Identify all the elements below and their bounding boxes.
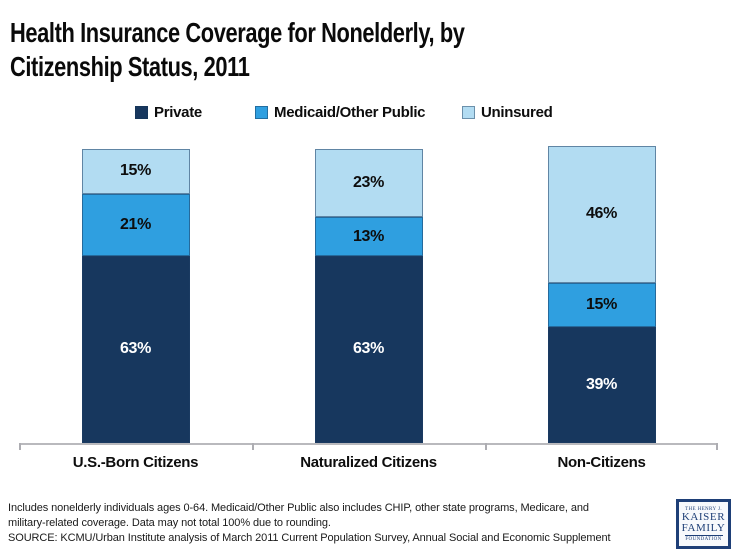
kff-logo-the-henry-j: THE HENRY J. bbox=[685, 506, 722, 512]
legend-label: Private bbox=[154, 103, 202, 121]
kaiser-family-foundation-logo: THE HENRY J. KAISER FAMILY FOUNDATION bbox=[676, 499, 731, 549]
segment-medicaid-other-public: 21% bbox=[81, 193, 190, 256]
legend-label: Uninsured bbox=[481, 103, 553, 121]
segment-value-label: 23% bbox=[352, 174, 385, 192]
category-label-non-citizens: Non-Citizens bbox=[557, 454, 646, 471]
x-axis-line bbox=[19, 443, 718, 445]
segment-medicaid-other-public: 15% bbox=[547, 282, 656, 328]
category-label-naturalized-citizens: Naturalized Citizens bbox=[300, 454, 437, 471]
kff-logo-family: FAMILY bbox=[681, 521, 726, 534]
segment-value-label: 39% bbox=[585, 376, 618, 394]
stacked-bar-non-citizens: 46% 15% 39% bbox=[547, 146, 656, 443]
category-label-u-s-born-citizens: U.S.-Born Citizens bbox=[72, 454, 199, 471]
segment-uninsured: 23% bbox=[314, 148, 423, 218]
footnote-line: military-related coverage. Data may not … bbox=[8, 517, 331, 529]
kff-logo-divider bbox=[684, 534, 723, 536]
segment-value-label: 13% bbox=[352, 227, 385, 245]
legend-swatch bbox=[135, 105, 148, 119]
segment-value-label: 21% bbox=[119, 215, 152, 233]
stacked-bar-naturalized-citizens: 23% 13% 63% bbox=[314, 148, 423, 443]
segment-medicaid-other-public: 13% bbox=[314, 217, 423, 256]
legend-swatch bbox=[255, 105, 268, 119]
segment-private: 63% bbox=[81, 255, 190, 443]
axis-tick bbox=[19, 443, 21, 450]
footnote-line: Includes nonelderly individuals ages 0-6… bbox=[8, 502, 589, 514]
segment-value-label: 15% bbox=[585, 295, 618, 313]
chart-title: Health Insurance Coverage for Nonelderly… bbox=[10, 16, 681, 84]
chart-title-line-2: Citizenship Status, 2011 bbox=[10, 51, 250, 82]
chart-title-line-1: Health Insurance Coverage for Nonelderly… bbox=[10, 17, 465, 48]
source-line: SOURCE: KCMU/Urban Institute analysis of… bbox=[8, 532, 611, 544]
legend: Private Medicaid/Other Public Uninsured bbox=[0, 103, 735, 123]
axis-tick bbox=[252, 443, 254, 450]
footnotes: Includes nonelderly individuals ages 0-6… bbox=[8, 501, 676, 546]
legend-item-private: Private bbox=[135, 103, 202, 121]
segment-private: 39% bbox=[547, 327, 656, 443]
legend-label: Medicaid/Other Public bbox=[274, 103, 426, 121]
segment-uninsured: 15% bbox=[81, 148, 190, 194]
kff-logo-panel: THE HENRY J. KAISER FAMILY FOUNDATION bbox=[679, 502, 728, 546]
segment-uninsured: 46% bbox=[547, 146, 656, 283]
kff-logo-kaiser: KAISER bbox=[681, 510, 726, 523]
stacked-bar-u-s-born-citizens: 15% 21% 63% bbox=[81, 148, 190, 443]
legend-item-uninsured: Uninsured bbox=[462, 103, 553, 121]
segment-value-label: 63% bbox=[352, 340, 385, 358]
segment-value-label: 46% bbox=[585, 205, 618, 223]
legend-item-medicaid-other-public: Medicaid/Other Public bbox=[255, 103, 426, 121]
segment-value-label: 63% bbox=[119, 340, 152, 358]
axis-tick bbox=[716, 443, 718, 450]
legend-swatch bbox=[462, 105, 475, 119]
kff-logo-foundation: FOUNDATION bbox=[685, 536, 722, 542]
axis-tick bbox=[485, 443, 487, 450]
segment-private: 63% bbox=[314, 255, 423, 443]
segment-value-label: 15% bbox=[119, 162, 152, 180]
